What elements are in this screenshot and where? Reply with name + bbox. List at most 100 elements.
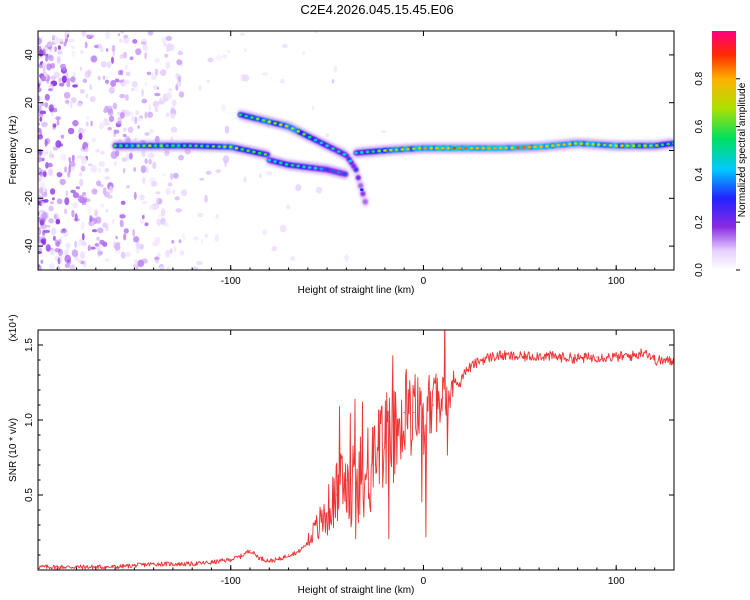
track-peak bbox=[273, 121, 277, 125]
track-peak bbox=[223, 145, 227, 149]
noise-dot bbox=[144, 82, 148, 86]
noise-dot bbox=[42, 171, 47, 178]
noise-dot bbox=[199, 177, 205, 181]
noise-dot bbox=[333, 65, 338, 73]
track-peak bbox=[252, 150, 256, 154]
noise-dot bbox=[102, 241, 108, 247]
noise-dot bbox=[48, 55, 54, 62]
noise-dot bbox=[70, 97, 77, 104]
noise-dot bbox=[144, 52, 147, 60]
track-peak bbox=[585, 142, 590, 146]
snr-point bbox=[278, 558, 280, 561]
noise-dot bbox=[178, 154, 184, 161]
noise-dot bbox=[40, 75, 47, 82]
noise-dot bbox=[96, 180, 102, 187]
noise-dot bbox=[173, 172, 179, 179]
noise-dot bbox=[148, 158, 152, 165]
noise-dot bbox=[90, 220, 95, 226]
figure-title: C2E4.2026.045.15.45.E06 bbox=[300, 2, 453, 17]
noise-dot bbox=[64, 31, 70, 36]
noise-dot bbox=[43, 199, 49, 203]
track-peak bbox=[654, 144, 659, 147]
noise-dot bbox=[135, 110, 140, 116]
noise-dot bbox=[137, 259, 145, 267]
noise-dot bbox=[153, 84, 158, 90]
snr-point bbox=[422, 416, 425, 418]
noise-dot bbox=[131, 81, 138, 88]
x-tick-label: 0 bbox=[421, 276, 427, 287]
noise-dot bbox=[134, 258, 138, 267]
noise-dot bbox=[68, 38, 75, 43]
noise-dot bbox=[84, 198, 91, 203]
noise-dot bbox=[155, 197, 159, 203]
noise-dot bbox=[64, 254, 71, 263]
noise-dot bbox=[49, 151, 52, 160]
snr-point bbox=[403, 411, 405, 414]
snr-point bbox=[297, 551, 299, 553]
snr-panel: -100 0 100 0.5 1.0 1.5 Height of straight lin… bbox=[8, 314, 675, 596]
noise-dot bbox=[133, 191, 137, 200]
track-peak bbox=[348, 159, 353, 163]
noise-dot bbox=[135, 248, 141, 254]
track-peak bbox=[142, 144, 146, 148]
noise-dot bbox=[120, 251, 126, 259]
snr-point bbox=[654, 359, 656, 361]
snr-trace bbox=[38, 330, 674, 570]
noise-dot bbox=[78, 133, 83, 140]
track-peak bbox=[469, 146, 474, 150]
noise-dot bbox=[134, 116, 138, 125]
noise-dot bbox=[205, 170, 212, 175]
track-peak bbox=[113, 144, 117, 148]
track-peak bbox=[533, 145, 537, 149]
noise-dot bbox=[132, 39, 138, 44]
noise-dot bbox=[70, 189, 76, 194]
noise-dot bbox=[46, 63, 52, 71]
noise-dot bbox=[78, 127, 84, 135]
noise-dot bbox=[125, 71, 131, 77]
noise-dot bbox=[38, 242, 42, 249]
track-peak bbox=[130, 144, 135, 148]
noise-dot bbox=[87, 244, 91, 252]
track-peak bbox=[452, 146, 457, 150]
noise-dot bbox=[96, 236, 100, 241]
track-peak bbox=[550, 144, 555, 148]
noise-dot bbox=[176, 59, 183, 66]
noise-dot bbox=[115, 150, 120, 157]
track-peak bbox=[331, 147, 335, 151]
track-peak bbox=[406, 147, 410, 151]
noise-dot bbox=[116, 121, 122, 125]
noise-dot bbox=[122, 51, 128, 59]
noise-dot bbox=[126, 185, 130, 189]
track-peak bbox=[302, 165, 306, 169]
noise-dot bbox=[87, 205, 92, 214]
track-peak bbox=[325, 144, 329, 148]
track-peak bbox=[234, 146, 239, 150]
noise-dot bbox=[42, 149, 48, 157]
track-peak bbox=[342, 152, 347, 156]
track-peak bbox=[371, 150, 376, 153]
noise-dot bbox=[154, 107, 159, 112]
noise-dot bbox=[215, 55, 222, 62]
track-peak bbox=[498, 146, 503, 150]
track-peak bbox=[263, 153, 268, 156]
noise-dot bbox=[145, 165, 149, 174]
snr-point bbox=[239, 555, 241, 558]
noise-dot bbox=[244, 48, 247, 52]
noise-dot bbox=[192, 266, 199, 270]
track-peak bbox=[325, 168, 329, 172]
noise-dot bbox=[91, 229, 98, 233]
noise-dot bbox=[70, 76, 76, 83]
noise-dot bbox=[63, 91, 71, 99]
noise-dot bbox=[81, 31, 86, 37]
snr-point bbox=[557, 356, 560, 358]
noise-dot bbox=[44, 102, 49, 108]
track-peak bbox=[568, 142, 572, 146]
spectrogram-panel: -100 0 100 -40 -20 0 20 40 Height of straight l… bbox=[8, 30, 675, 296]
noise-dot bbox=[149, 177, 156, 184]
noise-dot bbox=[51, 153, 54, 159]
snr-point bbox=[451, 386, 453, 388]
track-peak bbox=[342, 172, 347, 176]
noise-dot bbox=[41, 62, 47, 67]
noise-dot bbox=[125, 94, 129, 101]
